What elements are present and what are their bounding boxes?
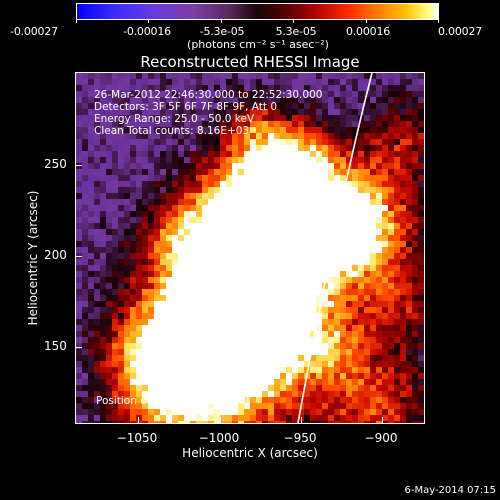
y-tick-mark bbox=[76, 165, 82, 166]
x-tick-label: −900 bbox=[364, 431, 398, 445]
colorbar bbox=[76, 3, 439, 20]
x-tick-mark bbox=[301, 417, 302, 423]
colorbar-tick bbox=[76, 19, 77, 23]
plot-title: Reconstructed RHESSI Image bbox=[140, 53, 360, 71]
colorbar-units: (photons cm⁻² s⁻¹ asec⁻²) bbox=[187, 38, 329, 51]
info-detectors: Detectors: 3F 5F 6F 7F 8F 9F, Att 0 bbox=[94, 101, 278, 113]
x-tick-label: −950 bbox=[283, 431, 317, 445]
x-tick-label: −1050 bbox=[116, 431, 158, 445]
y-tick-label: 250 bbox=[44, 157, 67, 171]
colorbar-label: -0.00016 bbox=[123, 25, 171, 38]
info-total-counts: Clean Total counts: 8.16E+03 bbox=[94, 125, 250, 137]
y-tick-label: 200 bbox=[44, 248, 67, 262]
image-panel: 26-Mar-2012 22:46:30.000 to 22:52:30.000… bbox=[75, 72, 425, 424]
colorbar-tick bbox=[438, 19, 439, 23]
xray-intensity-map bbox=[76, 73, 424, 423]
x-tick-label: −1000 bbox=[198, 431, 240, 445]
colorbar-label: 0.00027 bbox=[437, 25, 483, 38]
x-axis-label: Heliocentric X (arcsec) bbox=[182, 446, 318, 460]
y-tick-mark bbox=[76, 256, 82, 257]
colorbar-tick bbox=[221, 19, 222, 23]
colorbar-tick bbox=[293, 19, 294, 23]
info-energy-range: Energy Range: 25.0 - 50.0 keV bbox=[94, 113, 255, 125]
y-axis-label: Heliocentric Y (arcsec) bbox=[26, 190, 40, 326]
y-tick-label: 150 bbox=[44, 339, 67, 353]
colorbar-label: 5.3e-05 bbox=[275, 25, 317, 38]
colorbar-label: 0.00016 bbox=[345, 25, 391, 38]
footer-date: 6-May-2014 07:15 bbox=[404, 485, 496, 496]
y-tick-mark bbox=[76, 347, 82, 348]
colorbar-tick bbox=[148, 19, 149, 23]
solar-limb-line bbox=[297, 73, 373, 423]
x-tick-mark bbox=[220, 417, 221, 423]
colorbar-label: -0.00027 bbox=[10, 25, 58, 38]
colorbar-tick bbox=[366, 19, 367, 23]
x-tick-mark bbox=[138, 417, 139, 423]
peak-position: Position of Peak = [-954,220] bbox=[96, 395, 250, 407]
info-time-range: 26-Mar-2012 22:46:30.000 to 22:52:30.000 bbox=[94, 89, 323, 101]
x-tick-mark bbox=[382, 417, 383, 423]
colorbar-label: -5.3e-05 bbox=[199, 25, 245, 38]
